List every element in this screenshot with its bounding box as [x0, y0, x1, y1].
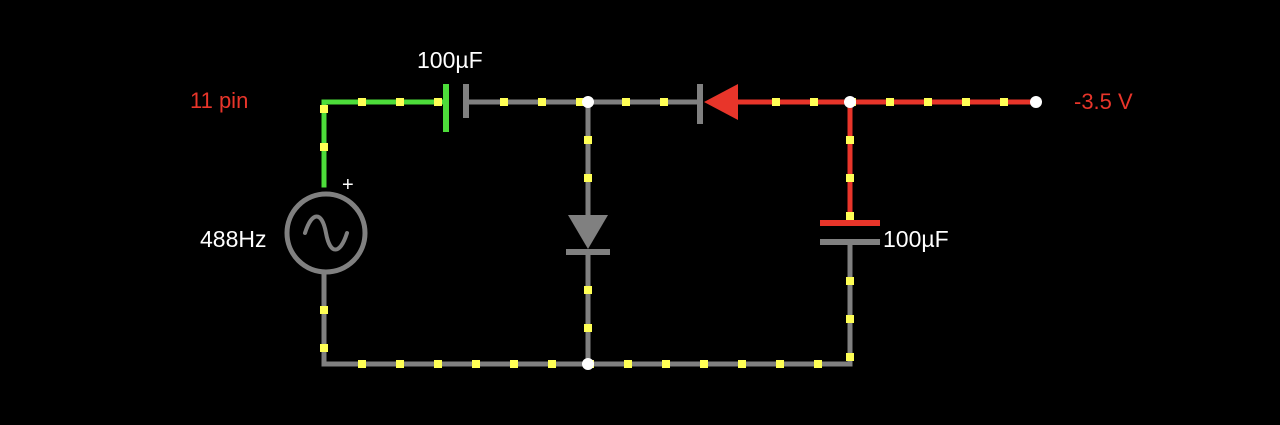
current-dot [924, 98, 932, 106]
current-dot [548, 360, 556, 368]
ac-source[interactable] [284, 191, 368, 275]
node-ground-junction[interactable] [582, 358, 594, 370]
source-polarity-label: + [342, 174, 354, 196]
current-dot [700, 360, 708, 368]
current-dot [846, 353, 854, 361]
current-dot [814, 360, 822, 368]
pin-label: 11 pin [190, 88, 248, 113]
current-dot [810, 98, 818, 106]
current-dot [962, 98, 970, 106]
shunt-diode[interactable] [566, 215, 610, 255]
current-dot [358, 98, 366, 106]
sine-wave-icon [303, 214, 349, 252]
current-dot [434, 98, 442, 106]
current-dot [320, 306, 328, 314]
current-dot [434, 360, 442, 368]
current-dot [584, 324, 592, 332]
node-output[interactable] [844, 96, 856, 108]
current-dot [624, 360, 632, 368]
current-dot [846, 174, 854, 182]
current-dot [320, 143, 328, 151]
current-dot [396, 360, 404, 368]
coupling-capacitor-label: 100µF [417, 47, 483, 73]
current-dot [584, 286, 592, 294]
current-dot [538, 98, 546, 106]
current-dot [584, 136, 592, 144]
filter-capacitor[interactable] [820, 220, 880, 245]
nodes [582, 96, 1042, 370]
current-dot [396, 98, 404, 106]
current-dot [510, 360, 518, 368]
coupling-capacitor[interactable] [443, 84, 469, 132]
current-dot [1000, 98, 1008, 106]
current-dot [846, 136, 854, 144]
current-dot [320, 344, 328, 352]
node-top-junction[interactable] [582, 96, 594, 108]
output-voltage-label: -3.5 V [1074, 89, 1133, 114]
current-dot [660, 98, 668, 106]
source-frequency-label: 488Hz [200, 226, 266, 252]
current-dot [776, 360, 784, 368]
current-dot [846, 315, 854, 323]
wire-source-to-ground [321, 269, 853, 367]
current-dot [358, 360, 366, 368]
filter-capacitor-label: 100µF [883, 226, 949, 252]
current-dot [320, 105, 328, 113]
current-dot [738, 360, 746, 368]
current-dot [846, 212, 854, 220]
current-dot [622, 98, 630, 106]
current-dot [662, 360, 670, 368]
node-terminal-output[interactable] [1030, 96, 1042, 108]
current-dot [772, 98, 780, 106]
current-dot [584, 174, 592, 182]
current-dot [846, 277, 854, 285]
current-dot [500, 98, 508, 106]
current-dot [472, 360, 480, 368]
current-dot [576, 98, 584, 106]
series-diode[interactable] [697, 84, 738, 124]
wire-source-to-coupling-cap [321, 99, 449, 188]
current-dot [886, 98, 894, 106]
